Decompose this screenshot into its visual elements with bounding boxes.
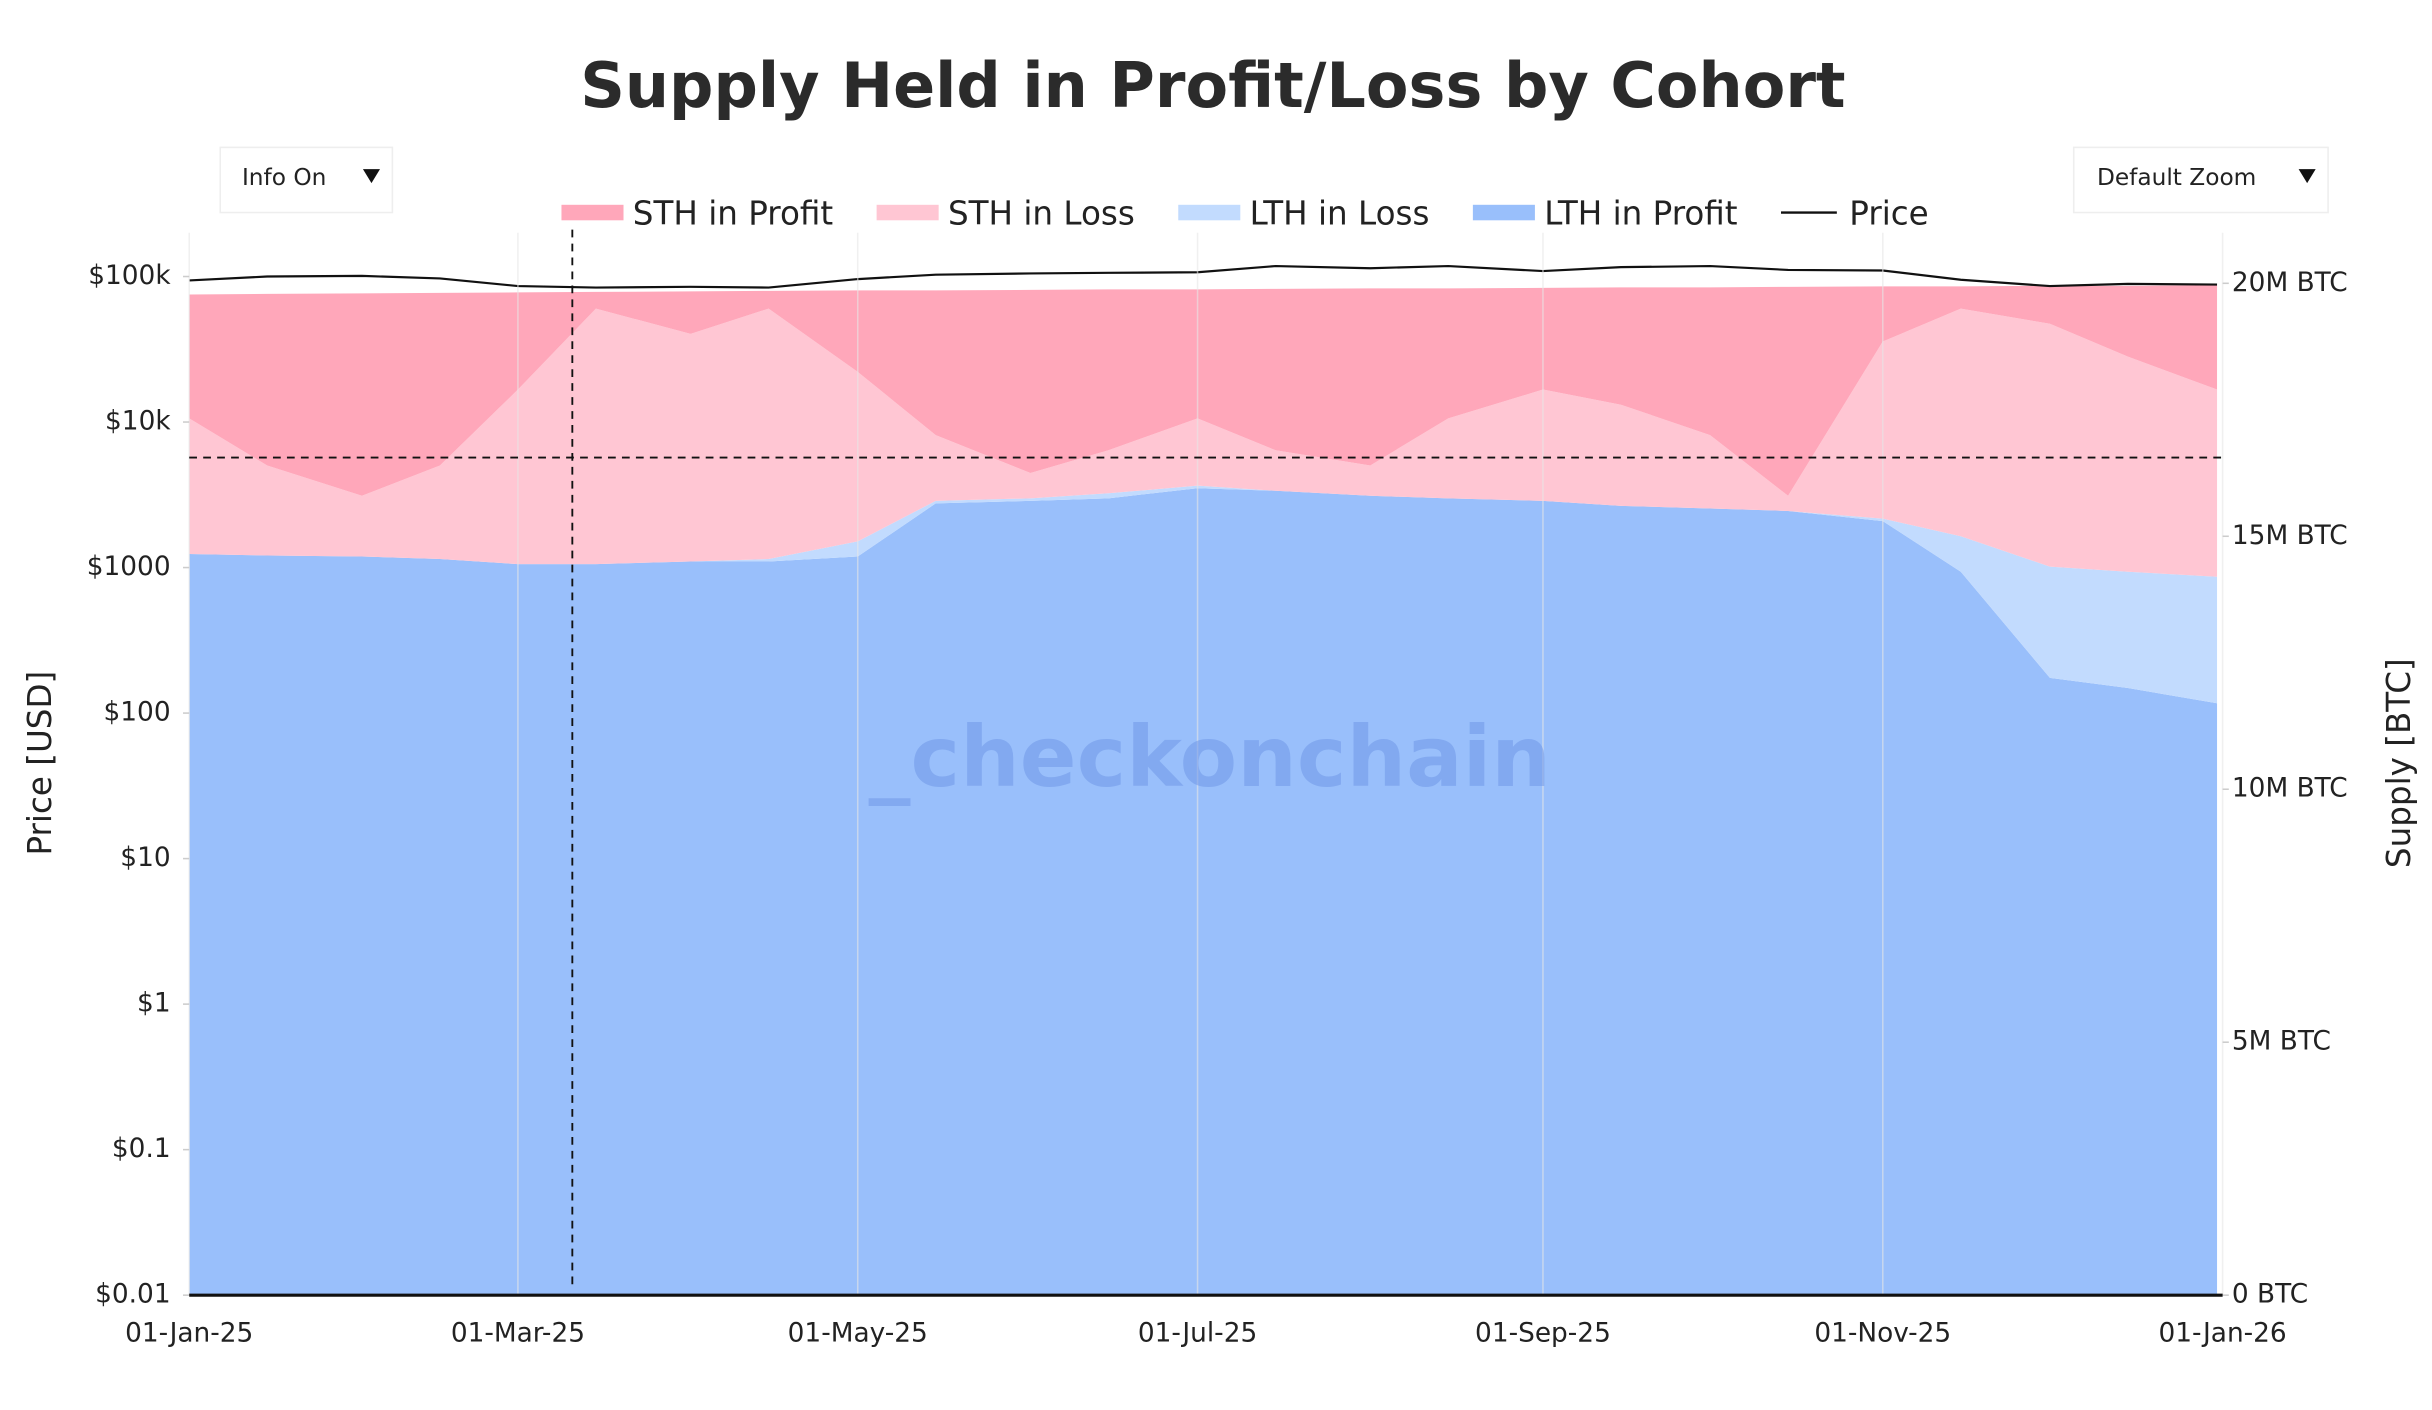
- y2-tick-label: 0 BTC: [2232, 1280, 2308, 1310]
- y2-tick-label: 10M BTC: [2232, 774, 2348, 804]
- chart-title: Supply Held in Profit/Loss by Cohort: [580, 49, 1845, 122]
- x-tick-label: 01-Jan-25: [125, 1318, 253, 1348]
- watermark: _checkonchain: [869, 708, 1551, 806]
- legend-label: Price: [1849, 195, 1928, 233]
- button-label: Info On: [242, 164, 326, 191]
- legend: STH in Profit STH in Loss LTH in Loss LTH i…: [561, 195, 1929, 233]
- y-tick-label: $1: [137, 989, 171, 1019]
- y-tick-label: $10k: [105, 407, 171, 437]
- dropdown-arrow: [2298, 169, 2316, 184]
- button-box: [2072, 146, 2329, 214]
- x-tick-label: 01-Jan-26: [2159, 1318, 2287, 1348]
- x-tick-label: 01-Jul-25: [1138, 1318, 1257, 1348]
- y-tick-label: $0.1: [112, 1134, 171, 1164]
- y-tick-label: $1000: [87, 552, 171, 582]
- x-tick-label: 01-Sep-25: [1475, 1318, 1611, 1348]
- x-tick-label: 01-May-25: [788, 1318, 928, 1348]
- y2-tick-label: 20M BTC: [2232, 268, 2348, 298]
- area: [189, 285, 2218, 496]
- y2-axis-title: Supply [BTC]: [2380, 658, 2418, 868]
- info-button[interactable]: Info On: [219, 146, 394, 214]
- y-tick-label: $100k: [88, 261, 171, 291]
- button-label: Default Zoom: [2097, 164, 2256, 191]
- dropdown-arrow: [362, 169, 380, 184]
- legend-label: LTH in Profit: [1544, 195, 1737, 233]
- legend-swatch: [1178, 204, 1241, 221]
- y-tick-label: $100: [104, 698, 171, 728]
- legend-swatch: [1472, 204, 1535, 221]
- legend-label: STH in Loss: [948, 195, 1135, 233]
- y-axis-title: Price [USD]: [21, 671, 59, 856]
- plot-area: [188, 232, 2224, 1296]
- area: [189, 488, 2218, 1296]
- y-tick-label: $0.01: [95, 1280, 170, 1310]
- legend-swatch: [876, 204, 939, 221]
- x-tick-label: 01-Nov-25: [1814, 1318, 1951, 1348]
- area: [189, 308, 2218, 577]
- y-tick-label: $10: [120, 843, 170, 873]
- legend-swatch: [561, 204, 624, 221]
- y2-tick-label: 15M BTC: [2232, 521, 2348, 551]
- legend-label: LTH in Loss: [1250, 195, 1430, 233]
- button-box: [219, 146, 394, 214]
- zoom-button[interactable]: Default Zoom: [2072, 146, 2329, 214]
- y2-tick-label: 5M BTC: [2232, 1027, 2331, 1057]
- x-tick-label: 01-Mar-25: [451, 1318, 585, 1348]
- legend-label: STH in Profit: [633, 195, 833, 233]
